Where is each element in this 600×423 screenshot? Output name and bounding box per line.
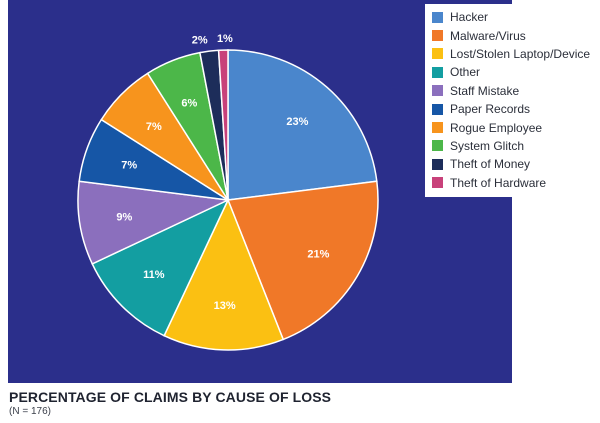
legend-label: System Glitch bbox=[450, 138, 525, 153]
chart-subtitle: (N = 176) bbox=[9, 406, 51, 417]
legend-label: Theft of Money bbox=[450, 157, 531, 172]
legend-item: Rogue Employee bbox=[432, 118, 600, 136]
legend-item: Theft of Money bbox=[432, 155, 600, 173]
legend-label: Lost/Stolen Laptop/Device bbox=[450, 46, 591, 61]
data-label-rogue-employee: 7% bbox=[146, 121, 162, 133]
legend-swatch bbox=[432, 85, 443, 97]
legend-item: Paper Records bbox=[432, 100, 600, 118]
data-label-paper-records: 7% bbox=[121, 159, 137, 171]
legend-swatch bbox=[432, 11, 443, 23]
legend-item: Lost/Stolen Laptop/Device bbox=[432, 45, 600, 63]
data-label-staff-mistake: 9% bbox=[116, 211, 132, 223]
legend-swatch bbox=[432, 103, 443, 115]
pie-slice-theft-of-hardware bbox=[217, 49, 229, 201]
legend-swatch bbox=[432, 140, 443, 152]
pie-slice-lost-stolen-laptop-device bbox=[163, 198, 285, 351]
pie-slice-staff-mistake bbox=[77, 180, 231, 265]
legend-label: Paper Records bbox=[450, 102, 531, 117]
legend-item: Theft of Hardware bbox=[432, 174, 600, 192]
legend-swatch bbox=[432, 158, 443, 170]
legend-item: Malware/Virus bbox=[432, 26, 600, 44]
legend-swatch bbox=[432, 48, 443, 60]
chart-title: PERCENTAGE OF CLAIMS BY CAUSE OF LOSS bbox=[9, 389, 332, 405]
legend-item: System Glitch bbox=[432, 137, 600, 155]
legend-swatch bbox=[432, 122, 443, 134]
legend-label: Malware/Virus bbox=[450, 28, 526, 43]
data-label-other: 11% bbox=[143, 269, 165, 281]
legend-swatch bbox=[432, 30, 443, 42]
data-label-hacker: 23% bbox=[286, 116, 308, 128]
data-label-malware-virus: 21% bbox=[307, 248, 329, 260]
legend-swatch bbox=[432, 66, 443, 78]
legend-label: Hacker bbox=[450, 10, 489, 25]
data-label-lost-stolen-laptop-device: 13% bbox=[214, 300, 236, 312]
pie-slice-other bbox=[91, 198, 230, 337]
pie-slice-hacker bbox=[227, 49, 378, 201]
legend-swatch bbox=[432, 177, 443, 189]
data-label-theft-of-hardware: 1% bbox=[217, 33, 233, 45]
pie-slice-malware-virus bbox=[226, 180, 379, 341]
data-label-theft-of-money: 2% bbox=[192, 34, 208, 46]
legend-item: Hacker bbox=[432, 8, 600, 26]
legend-item: Staff Mistake bbox=[432, 82, 600, 100]
data-label-system-glitch: 6% bbox=[181, 97, 197, 109]
title-box: PERCENTAGE OF CLAIMS BY CAUSE OF LOSS (N… bbox=[0, 383, 331, 423]
legend: Hacker Malware/Virus Lost/Stolen Laptop/De… bbox=[425, 4, 600, 197]
legend-label: Theft of Hardware bbox=[450, 175, 547, 190]
legend-label: Other bbox=[450, 65, 481, 80]
legend-label: Rogue Employee bbox=[450, 120, 543, 135]
legend-label: Staff Mistake bbox=[450, 83, 520, 98]
legend-item: Other bbox=[432, 63, 600, 81]
